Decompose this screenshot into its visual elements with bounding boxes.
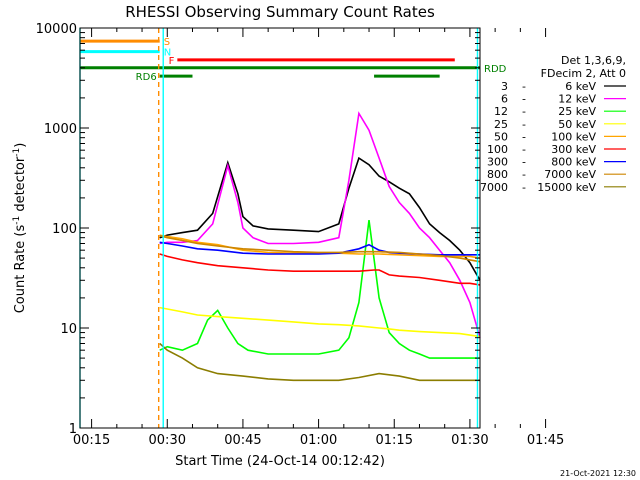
axes: 1 10 100 1000 10000 00:15 00:30 00:45 01:00 01:15… [36, 22, 565, 448]
legend-high-800-7000-kev: 7000 keV [544, 168, 596, 181]
flag-label-f: F [169, 56, 175, 67]
vertical-markers [79, 28, 479, 428]
y-axis-label-sup2: -1 [12, 148, 22, 157]
x-tick-label: 01:45 [527, 433, 564, 448]
y-tick-label: 100 [52, 222, 77, 237]
legend-dash-12-25-kev: - [522, 105, 526, 118]
legend-dash-300-800-kev: - [522, 156, 526, 169]
legend-high-3-6-kev: 6 keV [565, 80, 596, 93]
flag-label-rdd: RDD [484, 64, 507, 75]
legend-high-100-300-kev: 300 keV [551, 143, 596, 156]
x-axis-label: Start Time (24-Oct-14 00:12:42) [175, 454, 385, 469]
legend-low-12-25-kev: 12 [494, 105, 508, 118]
y-tick-label: 10 [60, 322, 77, 337]
x-tick-label: 01:00 [300, 433, 337, 448]
legend-low-7000-15000-kev: 7000 [480, 181, 508, 194]
legend-low-6-12-kev: 6 [501, 93, 508, 106]
series-line-25-50-kev [159, 306, 481, 338]
x-tick-label: 01:15 [376, 433, 413, 448]
x-tick-label: 01:30 [451, 433, 488, 448]
series-group [159, 111, 481, 382]
y-tick-label: 1000 [44, 122, 77, 137]
x-tick-label: 00:45 [224, 433, 261, 448]
legend-dash-3-6-kev: - [522, 80, 526, 93]
legend-low-800-7000-kev: 800 [487, 168, 508, 181]
legend-high-12-25-kev: 25 keV [558, 105, 596, 118]
legend-header-2: FDecim 2, Att 0 [541, 67, 626, 80]
legend-high-6-12-kev: 12 keV [558, 93, 596, 106]
legend-high-7000-15000-kev: 15000 keV [537, 181, 596, 194]
legend-low-300-800-kev: 300 [487, 156, 508, 169]
legend-dash-50-100-kev: - [522, 130, 526, 143]
y-tick-label: 10000 [36, 22, 77, 37]
legend-dash-100-300-kev: - [522, 143, 526, 156]
series-line-800-7000-kev [159, 234, 481, 263]
legend-dash-25-50-kev: - [522, 118, 526, 131]
y-axis-label-sup1: -1 [12, 216, 22, 225]
chart-title: RHESSI Observing Summary Count Rates [125, 3, 435, 21]
legend-low-100-300-kev: 100 [487, 143, 508, 156]
y-tick-label: 1 [69, 422, 77, 437]
legend-low-25-50-kev: 25 [494, 118, 508, 131]
flag-bars: SNF RDD RD6 [80, 37, 507, 83]
series-line-7000-15000-kev [159, 342, 480, 382]
legend: Det 1,3,6,9, FDecim 2, Att 0 3 - 6 keV 6 - 12… [480, 54, 626, 194]
series-line-3-6-kev [159, 156, 481, 281]
legend-high-300-800-kev: 800 keV [551, 156, 596, 169]
x-tick-label: 00:15 [73, 433, 110, 448]
legend-dash-7000-15000-kev: - [522, 181, 526, 194]
legend-dash-800-7000-kev: - [522, 168, 526, 181]
x-tick-label: 00:30 [149, 433, 186, 448]
y-axis-label: Count Rate (s-1 detector-1) [12, 143, 28, 314]
legend-header-1: Det 1,3,6,9, [561, 54, 626, 67]
legend-high-50-100-kev: 100 keV [551, 130, 596, 143]
series-line-100-300-kev [159, 253, 481, 286]
legend-low-50-100-kev: 50 [494, 130, 508, 143]
series-line-6-12-kev [159, 111, 481, 338]
flag-label-rd6: RD6 [136, 72, 157, 83]
flag-label-n: N [164, 48, 171, 59]
legend-high-25-50-kev: 50 keV [558, 118, 596, 131]
legend-low-3-6-kev: 3 [501, 80, 508, 93]
flag-label-s: S [164, 37, 170, 48]
legend-dash-6-12-kev: - [522, 93, 526, 106]
y-axis-label-end: ) [13, 143, 28, 148]
y-axis-label-main: Count Rate (s [13, 225, 28, 314]
y-axis-label-mid: detector [13, 156, 28, 216]
footer-timestamp: 21-Oct-2021 12:30 [560, 469, 636, 478]
